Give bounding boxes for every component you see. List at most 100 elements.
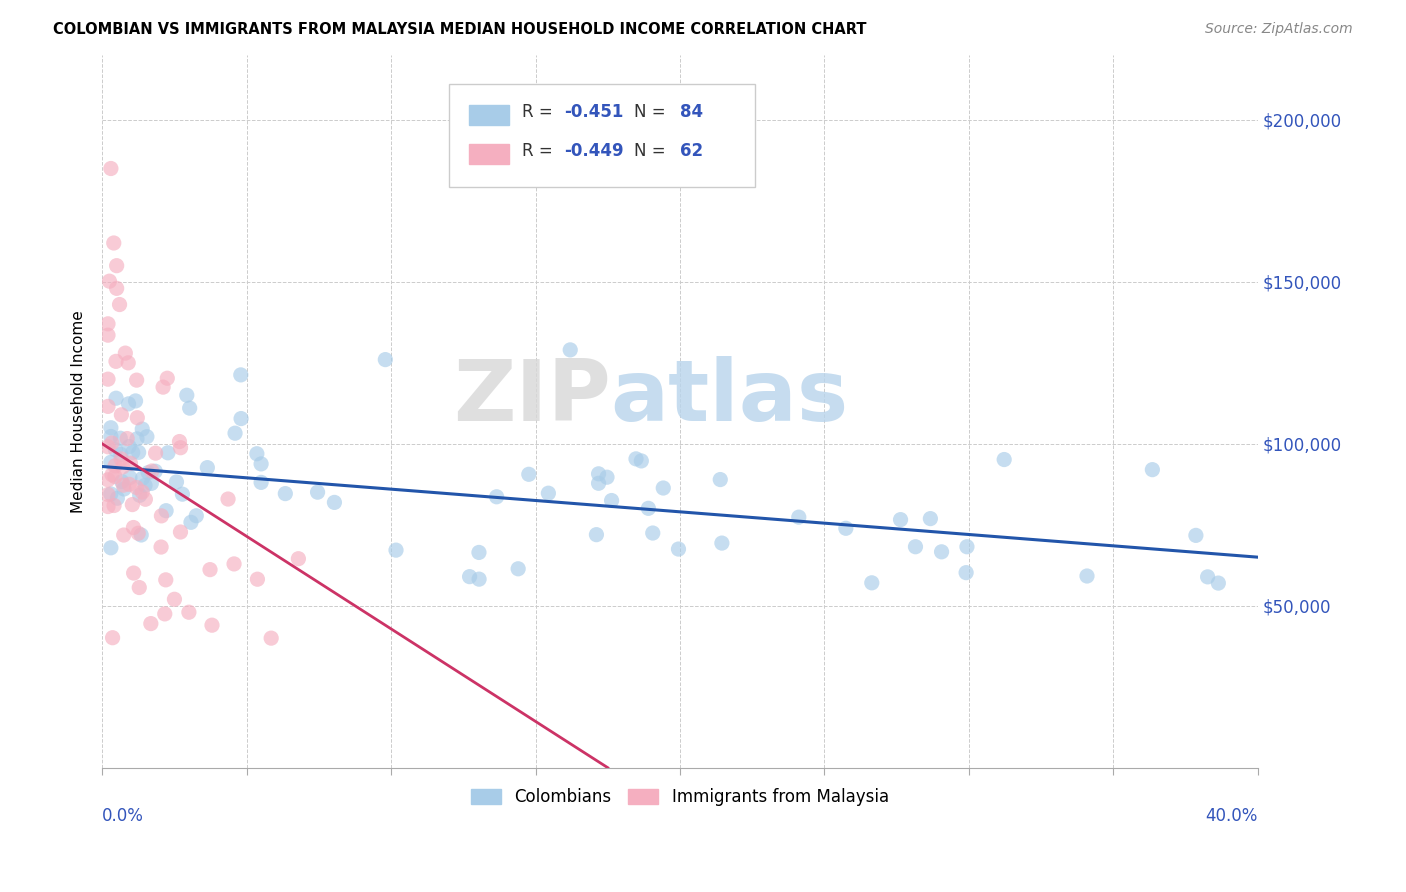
Point (108, 297, 131, 311)
Point (122, 566, 145, 580)
Point (637, 501, 659, 516)
Point (163, 592, 186, 607)
Point (111, 475, 134, 489)
Point (260, 631, 283, 645)
Point (97, 487, 120, 501)
Point (889, 513, 911, 527)
Point (1197, 570, 1219, 584)
Point (156, 446, 179, 460)
Point (135, 430, 157, 444)
Point (100, 487, 122, 501)
Point (224, 426, 246, 441)
Point (307, 485, 329, 500)
Point (128, 445, 150, 459)
Text: 40.0%: 40.0% (1205, 807, 1258, 825)
Point (125, 373, 148, 387)
Point (121, 445, 143, 459)
Text: -0.449: -0.449 (564, 143, 624, 161)
Point (374, 352, 396, 367)
Point (458, 569, 481, 583)
Point (127, 526, 149, 541)
Y-axis label: Median Household Income: Median Household Income (72, 310, 86, 513)
Point (323, 495, 346, 509)
Point (250, 475, 273, 490)
Point (97, 400, 120, 414)
Point (835, 521, 858, 535)
Point (155, 573, 177, 587)
Point (246, 572, 269, 586)
Text: atlas: atlas (610, 356, 849, 439)
Point (143, 464, 166, 478)
Point (124, 393, 146, 408)
Point (97, 473, 120, 487)
Text: COLOMBIAN VS IMMIGRANTS FROM MALAYSIA MEDIAN HOUSEHOLD INCOME CORRELATION CHART: COLOMBIAN VS IMMIGRANTS FROM MALAYSIA ME… (53, 22, 868, 37)
Point (121, 498, 143, 512)
Point (468, 545, 491, 559)
Point (100, 541, 122, 555)
Point (100, 455, 122, 469)
Point (993, 452, 1015, 467)
Point (1208, 576, 1230, 591)
Point (641, 526, 664, 541)
Point (118, 440, 141, 454)
Point (117, 397, 139, 411)
Point (468, 572, 491, 586)
Point (97, 372, 120, 386)
Point (97, 500, 120, 514)
Point (129, 528, 152, 542)
Point (131, 422, 153, 436)
Point (110, 431, 132, 445)
Point (100, 429, 122, 443)
Point (152, 380, 174, 394)
Point (145, 446, 167, 460)
Text: Source: ZipAtlas.com: Source: ZipAtlas.com (1205, 22, 1353, 37)
Point (97, 328, 120, 343)
Text: -0.451: -0.451 (564, 103, 624, 121)
Point (229, 368, 252, 382)
Point (508, 562, 530, 576)
Point (560, 343, 582, 357)
Point (101, 436, 124, 450)
Point (588, 467, 610, 481)
Point (125, 481, 148, 495)
Bar (468, 145, 509, 164)
Point (105, 391, 128, 405)
Point (222, 557, 245, 571)
Point (652, 481, 675, 495)
Point (104, 469, 127, 483)
Point (246, 447, 269, 461)
Point (118, 470, 141, 484)
Point (596, 470, 619, 484)
Point (156, 371, 179, 385)
Point (180, 516, 202, 530)
Point (105, 491, 128, 506)
Text: 62: 62 (681, 143, 703, 161)
Point (104, 458, 127, 473)
Point (101, 467, 124, 482)
Point (177, 605, 200, 619)
Point (128, 488, 150, 502)
Point (920, 511, 942, 525)
Point (131, 485, 153, 500)
Point (127, 410, 149, 425)
Point (287, 551, 309, 566)
Point (101, 631, 124, 645)
Point (112, 482, 135, 496)
Point (169, 524, 191, 539)
Point (97, 317, 120, 331)
Point (98, 274, 121, 288)
Point (274, 486, 297, 500)
Point (118, 477, 141, 491)
Point (229, 411, 252, 425)
Point (139, 616, 162, 631)
Point (117, 356, 139, 370)
Point (103, 235, 125, 250)
Point (931, 545, 953, 559)
Point (250, 457, 273, 471)
FancyBboxPatch shape (449, 84, 755, 187)
Point (110, 447, 132, 461)
Text: N =: N = (634, 143, 671, 161)
Point (1142, 463, 1164, 477)
Point (120, 456, 142, 470)
Point (624, 451, 647, 466)
